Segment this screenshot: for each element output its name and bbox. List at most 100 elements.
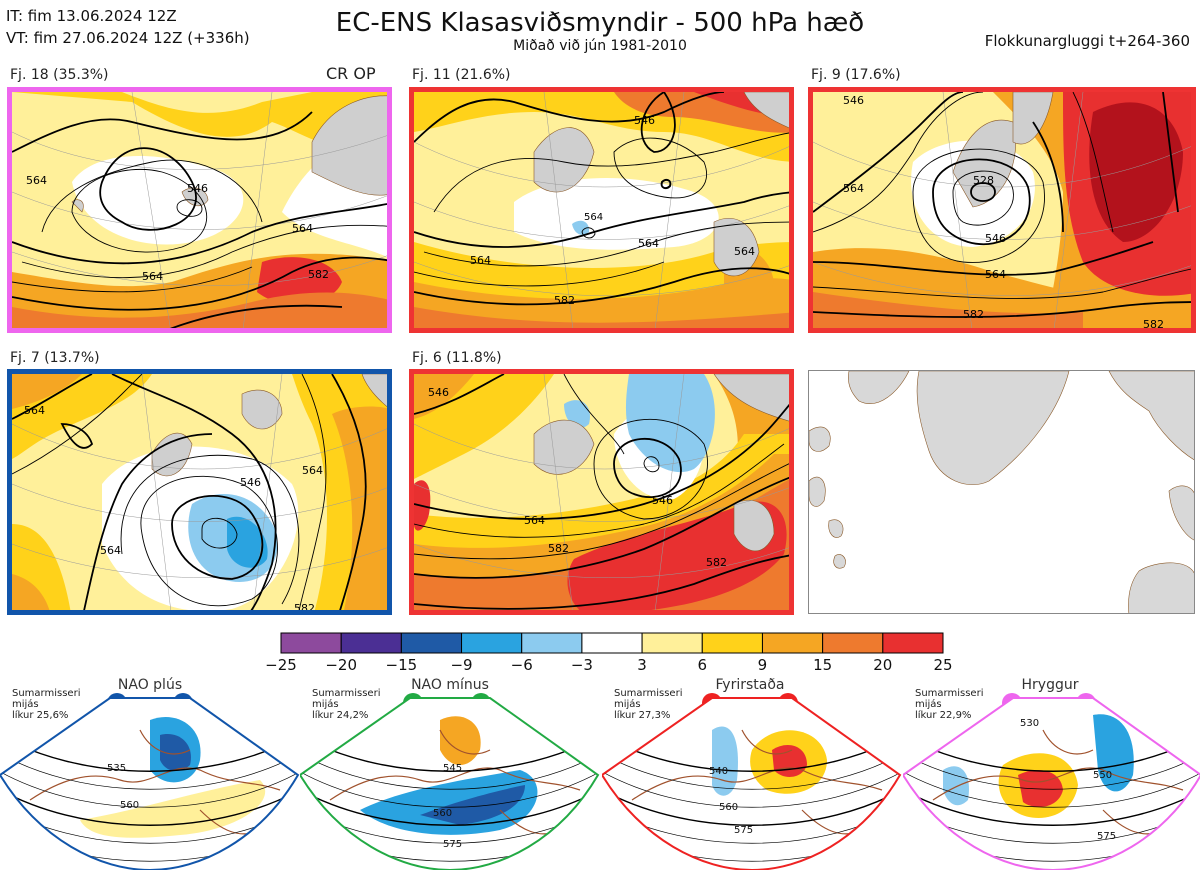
regime-contour-label: 545 bbox=[443, 763, 463, 774]
contour-label: 582 bbox=[706, 556, 727, 569]
contour-label: 564 bbox=[584, 212, 603, 223]
contour-label: 546 bbox=[187, 182, 208, 195]
colorbar bbox=[280, 632, 944, 654]
colorbar-segment bbox=[280, 632, 342, 654]
colorbar-tick-label: −20 bbox=[325, 656, 357, 674]
colorbar-segment bbox=[461, 632, 523, 654]
regime-contour-label: 535 bbox=[107, 763, 127, 774]
page-title: EC-ENS Klasasviðsmyndir - 500 hPa hæð bbox=[335, 8, 865, 38]
regime-contour-label: 550 bbox=[1093, 770, 1113, 781]
cluster-label-6: Fj. 6 (11.8%) bbox=[412, 350, 502, 366]
cluster-label-9: Fj. 9 (17.6%) bbox=[811, 67, 901, 83]
anomaly-area bbox=[160, 734, 191, 772]
regime-name: NAO plús bbox=[117, 677, 183, 693]
regime-name: NAO mínus bbox=[411, 677, 489, 693]
cluster-map-9: 546 528 546 564 564 582 582 bbox=[808, 87, 1196, 333]
contour-label: 582 bbox=[548, 542, 569, 555]
colorbar-segment bbox=[701, 632, 763, 654]
page-subtitle: Miðað við jún 1981-2010 bbox=[513, 38, 687, 54]
cluster-label-7: Fj. 7 (13.7%) bbox=[10, 350, 100, 366]
contour-label: 546 bbox=[652, 494, 673, 507]
cluster-badge-crop: CR OP bbox=[326, 64, 376, 83]
regime-contour-label: 560 bbox=[719, 802, 739, 813]
regime-contour-label: 530 bbox=[1020, 718, 1040, 729]
regime-map bbox=[903, 697, 1200, 870]
regime-map bbox=[0, 697, 300, 870]
regime-stats: Sumarmisseri mijás líkur 25,6% bbox=[12, 688, 81, 721]
contour-label: 546 bbox=[634, 114, 655, 127]
contour-label: 564 bbox=[638, 237, 659, 250]
regime-contour-label: 560 bbox=[120, 800, 140, 811]
contour-label: 564 bbox=[985, 268, 1006, 281]
contour-label: 582 bbox=[308, 268, 329, 281]
colorbar-segment bbox=[400, 632, 463, 654]
anomaly-area bbox=[1093, 714, 1134, 792]
regime-stats: Sumarmisseri mijás líkur 24,2% bbox=[312, 688, 381, 721]
contour-label: 546 bbox=[985, 232, 1006, 245]
anomaly-area bbox=[80, 780, 266, 838]
colorbar-segment bbox=[822, 632, 884, 654]
regime-name: Fyrirstaða bbox=[715, 677, 785, 693]
contour-label: 564 bbox=[843, 182, 864, 195]
contour-label: 546 bbox=[428, 386, 449, 399]
init-time: IT: fim 13.06.2024 12Z bbox=[6, 7, 177, 25]
regime-contour-label: 575 bbox=[734, 825, 754, 836]
cluster-map-7: 564 564 546 564 564 582 bbox=[7, 369, 392, 615]
cluster-label-18: Fj. 18 (35.3%) bbox=[10, 67, 109, 83]
anomaly-area bbox=[440, 716, 481, 765]
regime-contour-label: 540 bbox=[709, 766, 729, 777]
contour-label: 582 bbox=[963, 308, 984, 321]
contour-label: 564 bbox=[292, 222, 313, 235]
colorbar-segment bbox=[761, 632, 824, 654]
colorbar-tick-label: −3 bbox=[570, 656, 593, 674]
colorbar-segment bbox=[641, 632, 703, 654]
reference-map bbox=[808, 370, 1195, 614]
regime-map bbox=[602, 697, 902, 870]
contour-label: 546 bbox=[240, 476, 261, 489]
regime-contour-label: 560 bbox=[433, 808, 453, 819]
cluster-map-18: 546 564 564 564 582 bbox=[7, 87, 392, 333]
colorbar-tick-label: −9 bbox=[450, 656, 473, 674]
regime-stats: Sumarmisseri mijás líkur 22,9% bbox=[915, 688, 984, 721]
cluster-map-6: 546 546 564 582 582 bbox=[409, 369, 794, 615]
anomaly-area bbox=[360, 770, 538, 835]
contour-label: 564 bbox=[142, 270, 163, 283]
regime-contour-label: 575 bbox=[1097, 831, 1117, 842]
contour-label: 564 bbox=[524, 514, 545, 527]
colorbar-tick-label: 25 bbox=[933, 656, 953, 674]
regime-stats: Sumarmisseri mijás líkur 27,3% bbox=[614, 688, 683, 721]
regime-map bbox=[300, 697, 600, 870]
colorbar-tick-label: 3 bbox=[637, 656, 647, 674]
colorbar-tick-label: 15 bbox=[813, 656, 833, 674]
colorbar-tick-label: 20 bbox=[873, 656, 893, 674]
regime-name: Hryggur bbox=[1021, 677, 1079, 693]
colorbar-tick-label: −6 bbox=[510, 656, 533, 674]
colorbar-tick-label: 6 bbox=[697, 656, 708, 674]
contour-label: 564 bbox=[302, 464, 323, 477]
colorbar-tick-label: 9 bbox=[757, 656, 768, 674]
contour-label: 546 bbox=[843, 94, 864, 107]
regime-contour-label: 575 bbox=[443, 839, 463, 850]
cluster-map-11: 564 564 564 564 546 582 bbox=[409, 87, 794, 333]
contour-label: 564 bbox=[100, 544, 121, 557]
colorbar-segment bbox=[521, 632, 583, 654]
colorbar-segment bbox=[882, 632, 944, 654]
contour-label: 564 bbox=[248, 608, 269, 615]
contour-label: 564 bbox=[734, 245, 755, 258]
classification-window: Flokkunargluggi t+264-360 bbox=[984, 32, 1190, 50]
contour-label: 528 bbox=[973, 174, 994, 187]
contour-label: 564 bbox=[470, 254, 491, 267]
colorbar-segment bbox=[340, 632, 402, 654]
contour-label: 564 bbox=[24, 404, 45, 417]
cluster-label-11: Fj. 11 (21.6%) bbox=[412, 67, 511, 83]
colorbar-tick-label: −15 bbox=[385, 656, 418, 674]
valid-time: VT: fim 27.06.2024 12Z (+336h) bbox=[6, 29, 250, 47]
anomaly-area bbox=[420, 785, 525, 825]
colorbar-tick-label: −25 bbox=[265, 656, 297, 674]
contour-label: 582 bbox=[1143, 318, 1164, 331]
contour-label: 582 bbox=[294, 602, 315, 615]
anomaly-area bbox=[712, 726, 738, 796]
contour-label: 564 bbox=[26, 174, 47, 187]
colorbar-segment bbox=[581, 632, 643, 654]
contour-label: 582 bbox=[554, 294, 575, 307]
